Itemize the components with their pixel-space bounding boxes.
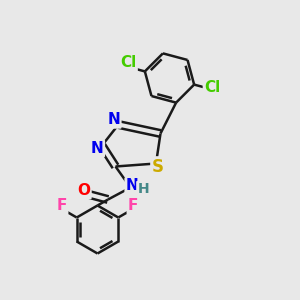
Text: N: N	[91, 141, 104, 156]
Text: S: S	[152, 158, 164, 175]
Text: N: N	[126, 178, 138, 194]
Text: F: F	[57, 198, 67, 213]
Text: H: H	[137, 182, 149, 196]
Text: Cl: Cl	[120, 55, 136, 70]
Text: N: N	[108, 112, 120, 128]
Text: Cl: Cl	[204, 80, 220, 95]
Text: F: F	[128, 198, 138, 213]
Text: O: O	[77, 183, 91, 198]
